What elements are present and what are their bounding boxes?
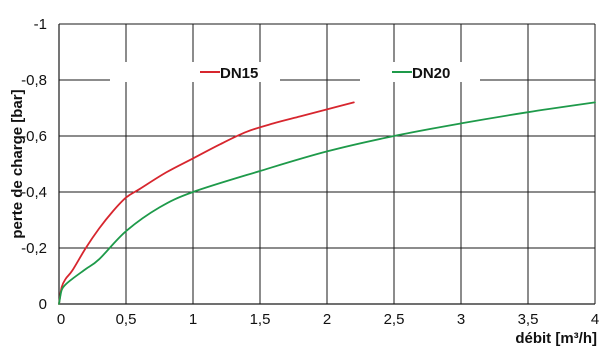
series-line-dn15 (58, 101, 355, 305)
x-tick-label-0: 0 (57, 311, 65, 328)
y-tick-label-5: -1 (34, 16, 47, 33)
legend-background-1 (110, 62, 280, 82)
series-line-dn20 (58, 101, 596, 305)
tick-labels: 0 0,5 1 1,5 2 2,5 3 3,5 4 0 -0,2 -0,4 -0,6 -0,8 -1 (21, 16, 599, 328)
x-tick-label-7: 3,5 (518, 311, 539, 328)
y-tick-label-2: -0,4 (21, 184, 47, 201)
legend-label-dn15: DN15 (220, 65, 258, 82)
x-tick-label-2: 1 (189, 311, 197, 328)
x-tick-label-8: 4 (591, 311, 599, 328)
plot-frame (58, 24, 595, 305)
x-tick-label-6: 3 (457, 311, 465, 328)
series-lines (58, 101, 596, 305)
y-axis-title: perte de charge [bar] (9, 89, 26, 238)
x-tick-label-3: 1,5 (250, 311, 271, 328)
x-axis-title: débit [m³/h] (515, 330, 597, 347)
y-tick-label-4: -0,8 (21, 72, 47, 89)
legend: DN15 DN20 (110, 62, 480, 82)
y-tick-label-0: 0 (39, 296, 47, 313)
y-tick-label-1: -0,2 (21, 240, 47, 257)
x-tick-label-4: 2 (323, 311, 331, 328)
x-tick-label-5: 2,5 (384, 311, 405, 328)
legend-label-dn20: DN20 (412, 65, 450, 82)
y-tick-label-3: -0,6 (21, 128, 47, 145)
legend-background-2 (360, 62, 480, 82)
x-tick-label-1: 0,5 (116, 311, 137, 328)
